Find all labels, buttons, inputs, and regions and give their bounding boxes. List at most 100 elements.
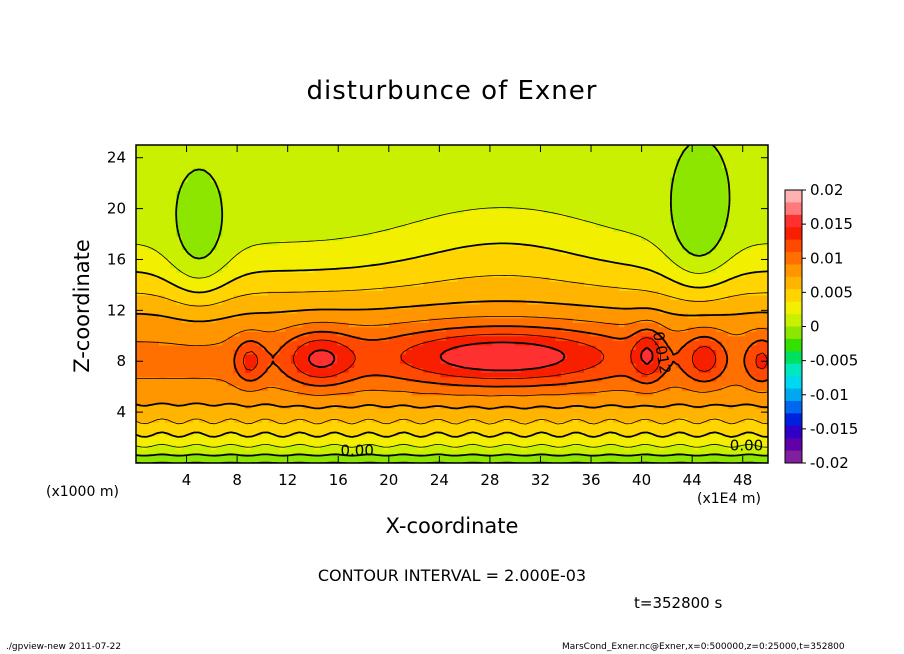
field-cell [296, 154, 304, 160]
field-cell [526, 304, 534, 310]
field-cell [199, 158, 206, 164]
field-cell [434, 363, 442, 369]
field-cell [285, 158, 292, 164]
field-cell [457, 435, 465, 441]
field-cell [515, 408, 522, 414]
field-cell [480, 304, 488, 310]
field-cell [136, 285, 143, 291]
field-cell [170, 294, 177, 301]
field-cell [446, 372, 453, 378]
field-cell [291, 435, 298, 441]
field-cell [532, 376, 539, 382]
field-cell [193, 340, 200, 346]
field-cell [187, 413, 195, 419]
field-cell [181, 435, 189, 441]
field-cell [245, 149, 252, 155]
field-cell [141, 322, 149, 328]
field-cell [170, 335, 177, 341]
field-cell [423, 222, 430, 228]
field-cell [216, 254, 223, 260]
field-cell [268, 340, 275, 346]
field-cell [250, 199, 258, 205]
field-cell [383, 299, 390, 305]
field-cell [423, 431, 430, 437]
field-cell [227, 317, 235, 323]
field-cell [164, 390, 172, 396]
field-cell [239, 372, 246, 378]
field-cell [141, 176, 149, 182]
field-cell [147, 172, 154, 178]
field-cell [153, 335, 160, 341]
field-cell [429, 440, 436, 446]
field-cell [469, 408, 476, 414]
field-cell [222, 208, 229, 214]
field-cell [497, 213, 505, 219]
field-cell [354, 213, 361, 219]
field-cell [153, 408, 160, 414]
field-cell [394, 458, 401, 463]
field-cell [400, 285, 407, 291]
field-cell [170, 244, 177, 251]
field-cell [193, 308, 200, 314]
field-cell [515, 163, 522, 169]
field-cell [429, 285, 436, 291]
field-cell [273, 422, 281, 428]
field-cell [164, 322, 172, 328]
field-cell [383, 308, 390, 314]
field-cell [394, 381, 401, 387]
field-cell [296, 149, 304, 155]
field-cell [463, 176, 470, 182]
field-cell [291, 426, 298, 432]
plot-area [136, 145, 768, 463]
field-cell [457, 458, 465, 463]
field-cell [250, 322, 258, 328]
field-cell [383, 331, 390, 337]
field-cell [314, 367, 321, 373]
field-cell [250, 304, 258, 310]
field-cell [153, 367, 160, 373]
field-cell [193, 413, 200, 419]
field-cell [371, 308, 378, 314]
field-cell [371, 276, 378, 282]
field-cell [222, 263, 229, 269]
field-cell [538, 313, 545, 319]
field-cell [377, 231, 384, 237]
field-cell [245, 440, 252, 446]
field-cell [285, 263, 292, 269]
field-cell [147, 394, 154, 400]
field-cell [411, 353, 419, 360]
field-cell [371, 299, 378, 305]
field-cell [515, 394, 522, 400]
field-cell [222, 358, 229, 364]
field-cell [136, 294, 143, 301]
field-cell [515, 376, 522, 382]
field-cell [520, 331, 528, 337]
field-cell [279, 217, 286, 223]
field-cell [176, 226, 183, 232]
field-cell [383, 449, 390, 455]
field-cell [262, 240, 269, 246]
field-cell [492, 349, 499, 355]
field-cell [446, 176, 453, 182]
field-cell [262, 163, 269, 169]
field-cell [296, 194, 304, 201]
field-cell [170, 317, 177, 323]
field-cell [371, 217, 378, 223]
field-cell [285, 240, 292, 246]
field-cell [360, 326, 367, 332]
field-cell [273, 281, 281, 287]
field-cell [268, 422, 275, 428]
field-cell [342, 440, 350, 446]
field-cell [199, 353, 206, 360]
field-cell [239, 331, 246, 337]
field-cell [371, 190, 378, 196]
field-cell [204, 376, 212, 382]
field-cell [492, 290, 499, 296]
field-cell [411, 385, 419, 391]
field-cell [285, 258, 292, 264]
field-cell [411, 217, 419, 223]
field-cell [411, 308, 419, 314]
field-cell [199, 304, 206, 310]
field-cell [331, 185, 338, 192]
field-cell [164, 267, 172, 273]
